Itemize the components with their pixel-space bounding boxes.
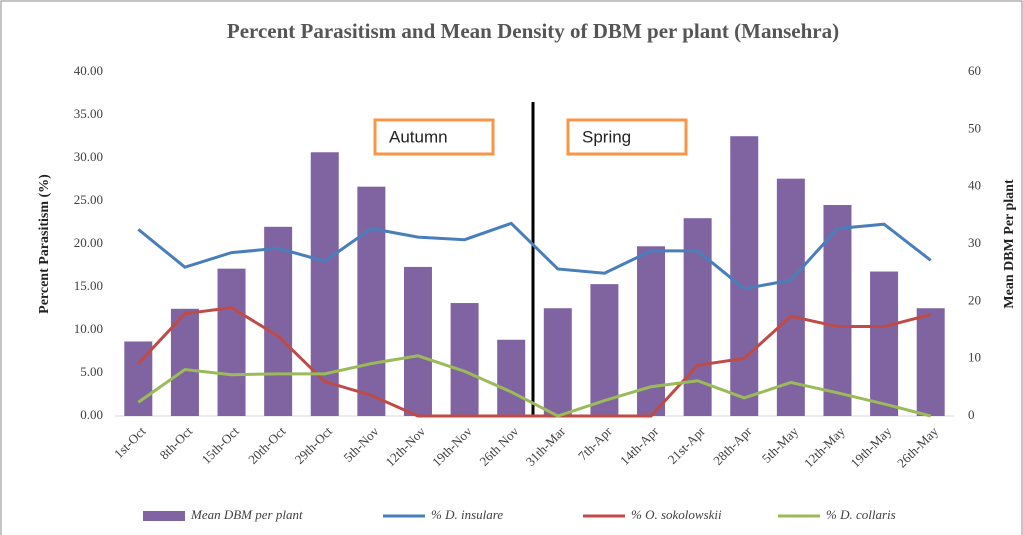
bar <box>264 226 293 416</box>
y2-tick-label: 40 <box>968 178 981 193</box>
bar <box>823 205 852 416</box>
annotation-box <box>373 118 495 156</box>
chart-title: Percent Parasitism and Mean Density of D… <box>227 19 839 43</box>
y2-tick-label: 60 <box>968 63 981 78</box>
y-tick-label: 20.00 <box>74 235 103 250</box>
y-tick-label: 15.00 <box>74 278 103 293</box>
legend-swatch <box>143 511 185 521</box>
bar <box>916 308 945 416</box>
y2-tick-label: 50 <box>968 120 981 135</box>
bar <box>357 186 386 416</box>
y2-axis-title: Mean DBM Per plant <box>1002 179 1017 309</box>
bar <box>543 308 572 416</box>
legend-label: % D. collaris <box>826 507 896 522</box>
y-tick-label: 35.00 <box>74 106 103 121</box>
y2-tick-label: 0 <box>968 407 975 422</box>
bar <box>870 271 899 416</box>
bar <box>170 308 199 416</box>
bar <box>776 178 805 416</box>
bar <box>217 268 246 416</box>
y-tick-label: 25.00 <box>74 192 103 207</box>
annotation: Spring <box>582 127 631 146</box>
y-tick-label: 30.00 <box>74 149 103 164</box>
legend-label: % D. insulare <box>431 507 503 522</box>
y2-tick-label: 20 <box>968 292 981 307</box>
annotation-box <box>566 118 688 156</box>
legend-label: % O. sokolowskii <box>631 507 722 522</box>
bar <box>497 339 526 416</box>
y-axis-title: Percent Parasitism (%) <box>37 174 52 314</box>
bar <box>310 152 339 416</box>
bar <box>450 303 479 416</box>
bar <box>683 218 712 416</box>
y-tick-label: 5.00 <box>80 364 103 379</box>
line-series <box>137 306 932 418</box>
bar <box>730 136 759 417</box>
annotation: Autumn <box>389 127 448 146</box>
y-tick-label: 10.00 <box>74 321 103 336</box>
bar <box>403 266 432 416</box>
bar <box>590 284 619 416</box>
y2-tick-label: 30 <box>968 235 981 250</box>
line-series <box>137 354 932 418</box>
y2-tick-label: 10 <box>968 350 981 365</box>
y-tick-label: 40.00 <box>74 63 103 78</box>
legend-label: Mean DBM per plant <box>190 507 303 522</box>
line-series <box>137 221 932 291</box>
y-tick-label: 0.00 <box>80 407 103 422</box>
